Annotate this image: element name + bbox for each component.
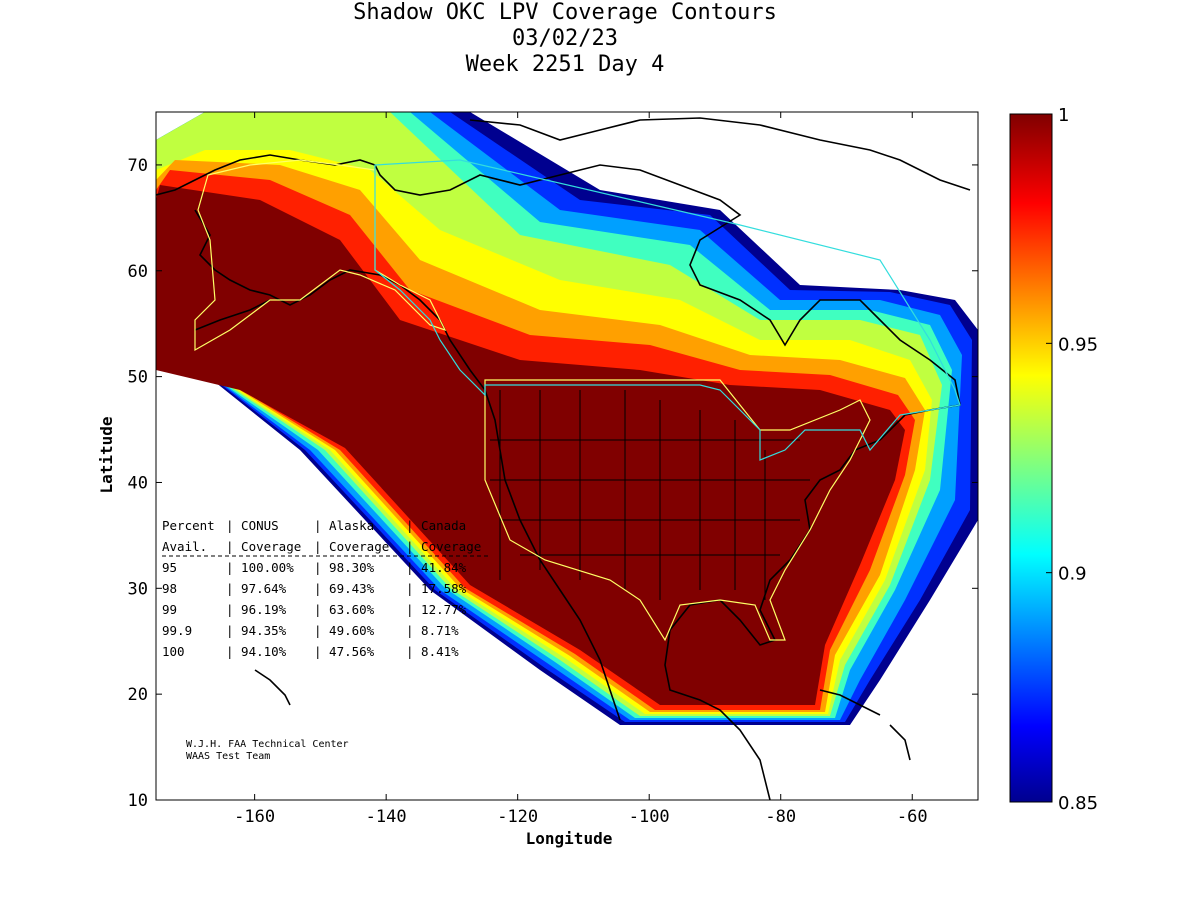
table-header-1-cell: | Canada bbox=[406, 518, 466, 533]
map-plot-area bbox=[156, 112, 978, 800]
table-row-cell: | 41.84% bbox=[406, 560, 467, 575]
table-header-1-cell: | Alaska bbox=[314, 518, 374, 533]
credit-line-1: W.J.H. FAA Technical Center bbox=[186, 739, 349, 750]
colorbar-tick-label: 0.95 bbox=[1058, 334, 1098, 355]
x-tick-label: -100 bbox=[629, 807, 670, 827]
x-tick-label: -80 bbox=[765, 807, 796, 827]
coverage-band-100 bbox=[156, 185, 905, 705]
colorbar-tick-label: 0.9 bbox=[1058, 564, 1087, 585]
table-row-cell: 98 bbox=[162, 581, 177, 596]
y-tick-label: 50 bbox=[128, 368, 148, 388]
chart-title: Shadow OKC LPV Coverage Contours 03/02/2… bbox=[0, 0, 1130, 78]
title-line-1: Shadow OKC LPV Coverage Contours bbox=[353, 0, 777, 25]
table-header-2-cell: | Coverage bbox=[226, 539, 301, 554]
table-row-cell: | 63.60% bbox=[314, 602, 375, 617]
title-line-3: Week 2251 Day 4 bbox=[465, 52, 665, 77]
colorbar-tick-label: 0.85 bbox=[1058, 793, 1098, 814]
table-row-cell: 100 bbox=[162, 644, 185, 659]
conus-service-outline bbox=[484, 379, 871, 642]
y-tick-label: 40 bbox=[128, 473, 148, 493]
coverage-table: Percent | CONUS | Alaska | Canada Avail. | Co… bbox=[162, 518, 490, 659]
title-line-2: 03/02/23 bbox=[512, 26, 618, 51]
table-row-cell: | 98.30% bbox=[314, 560, 375, 575]
table-row-cell: 99 bbox=[162, 602, 177, 617]
alaska-service-outline bbox=[194, 159, 447, 352]
table-row-cell: 99.9 bbox=[162, 623, 192, 638]
table-header-1-cell: Percent bbox=[162, 518, 215, 533]
x-tick-label: -140 bbox=[366, 807, 407, 827]
table-row-cell: | 100.00% bbox=[226, 560, 294, 575]
y-tick-label: 30 bbox=[128, 579, 148, 599]
table-row-cell: | 96.19% bbox=[226, 602, 287, 617]
table-row-cell: | 97.64% bbox=[226, 581, 287, 596]
credit-line-2: WAAS Test Team bbox=[186, 751, 270, 762]
table-row-cell: | 94.35% bbox=[226, 623, 287, 638]
colorbar-ticks: 1 0.95 0.9 0.85 bbox=[1046, 105, 1098, 814]
table-header-1-cell: | CONUS bbox=[226, 518, 279, 533]
x-tick-label: -120 bbox=[497, 807, 538, 827]
state-boundaries bbox=[490, 390, 810, 600]
plot-frame bbox=[155, 111, 979, 801]
table-row-cell: | 47.56% bbox=[314, 644, 375, 659]
colorbar-tick-label: 1 bbox=[1058, 105, 1069, 126]
y-tick-label: 60 bbox=[128, 262, 148, 282]
x-axis-ticks: -160 -140 -120 -100 -80 -60 bbox=[234, 112, 928, 827]
table-row-cell: 95 bbox=[162, 560, 177, 575]
table-row-cell: | 69.43% bbox=[314, 581, 375, 596]
table-row-cell: | 8.41% bbox=[406, 644, 459, 659]
coastlines bbox=[156, 117, 971, 800]
y-axis-ticks: 70 60 50 40 30 20 10 bbox=[128, 156, 978, 811]
table-row-cell: | 12.77% bbox=[406, 602, 467, 617]
table-row-cell: | 17.58% bbox=[406, 581, 467, 596]
x-tick-label: -60 bbox=[897, 807, 928, 827]
table-row-cell: | 8.71% bbox=[406, 623, 459, 638]
y-axis-label: Latitude bbox=[97, 416, 116, 493]
table-row-cell: | 49.60% bbox=[314, 623, 375, 638]
canada-service-outline bbox=[374, 159, 961, 461]
table-header-2-cell: Avail. bbox=[162, 539, 207, 554]
x-axis-label: Longitude bbox=[526, 829, 613, 848]
colorbar bbox=[1009, 113, 1053, 803]
y-tick-label: 10 bbox=[128, 791, 148, 811]
y-tick-label: 20 bbox=[128, 685, 148, 705]
table-row-cell: | 94.10% bbox=[226, 644, 287, 659]
table-header-2-cell: | Coverage bbox=[406, 539, 481, 554]
x-tick-label: -160 bbox=[234, 807, 275, 827]
y-tick-label: 70 bbox=[128, 156, 148, 176]
table-header-2-cell: | Coverage bbox=[314, 539, 389, 554]
